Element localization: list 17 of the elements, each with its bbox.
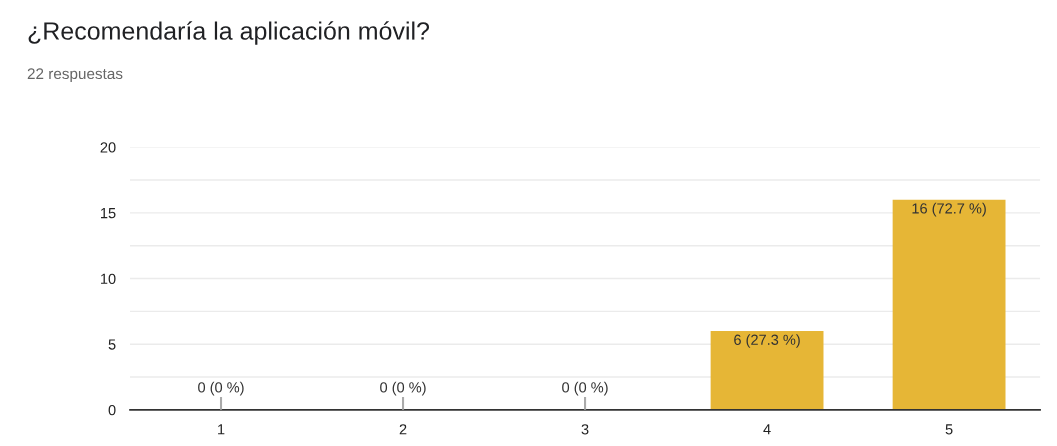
y-tick-label: 10 (101, 273, 116, 284)
data-label: 16 (72.7 %) (912, 202, 986, 217)
data-label: 6 (27.3 %) (734, 334, 800, 348)
x-tick-label: 2 (399, 424, 407, 435)
y-tick-label: 20 (100, 142, 116, 153)
data-label: 0 (0 %) (562, 381, 608, 396)
y-tick-label: 5 (108, 339, 116, 350)
x-tick-label: 1 (218, 424, 225, 435)
y-tick-label: 15 (101, 208, 116, 219)
chart-title: ¿Recomendaría la aplicación móvil? (28, 21, 430, 45)
x-tick-label: 3 (581, 424, 589, 435)
chart-subtitle: 22 respuestas (27, 68, 123, 83)
y-tick-label: 0 (108, 404, 116, 416)
x-tick-label: 4 (763, 424, 771, 435)
data-label: 0 (0 %) (380, 381, 426, 396)
data-label: 0 (0 %) (198, 381, 244, 396)
x-tick-label: 5 (945, 424, 953, 435)
